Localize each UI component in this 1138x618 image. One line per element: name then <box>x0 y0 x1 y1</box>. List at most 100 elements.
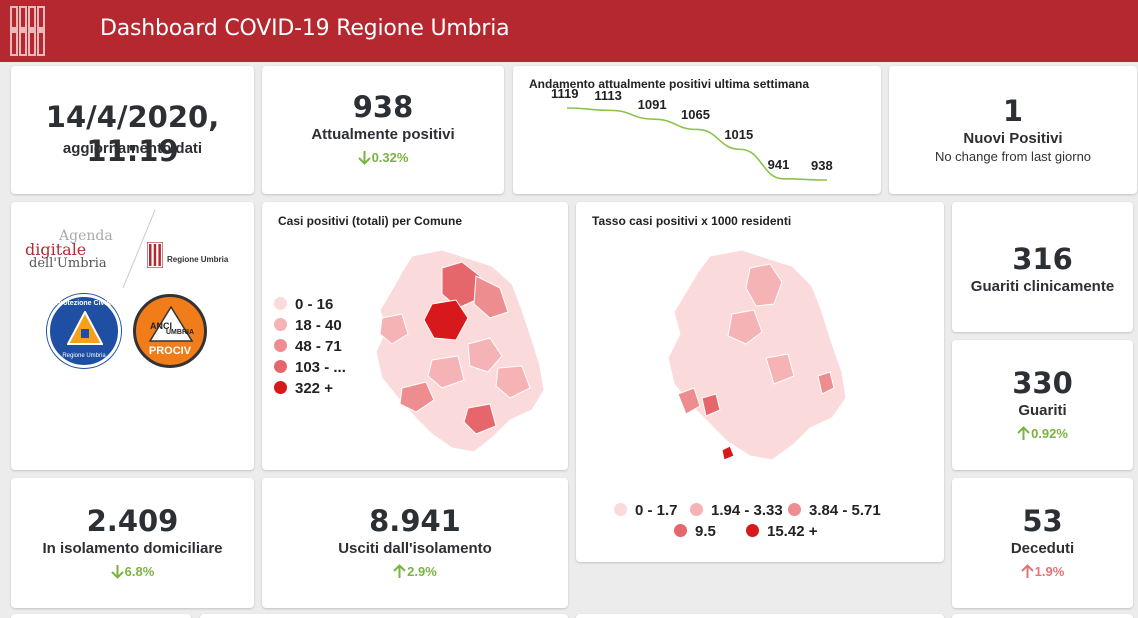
trend-data-label: 1113 <box>594 88 622 104</box>
legend-label: 0 - 1.7 <box>635 502 678 519</box>
legend-item: 3.84 - 5.71 <box>788 502 881 519</box>
umbria-map-tasso <box>667 249 847 461</box>
divider-line <box>122 210 156 289</box>
agenda-line3: dell'Umbria <box>29 256 107 271</box>
legend-dot <box>274 381 287 394</box>
umbria-map-comune <box>375 249 545 453</box>
trend-data-label: 941 <box>767 156 790 172</box>
bottom-card-3 <box>576 614 944 618</box>
usciti-value: 8.941 <box>369 504 461 538</box>
legend-dot <box>274 360 287 373</box>
guariti-clinicamente-card: 316 Guariti clinicamente <box>952 202 1133 332</box>
guariti-clinicamente-label: Guariti clinicamente <box>970 278 1115 295</box>
legend-dot <box>746 524 759 537</box>
top-header: Dashboard COVID-19 Regione Umbria <box>0 0 1138 62</box>
arrow-down-icon <box>110 565 124 579</box>
isolamento-card: 2.409 In isolamento domiciliare 6.8% <box>11 478 254 608</box>
isolamento-label: In isolamento domiciliare <box>42 540 223 557</box>
anci-line2: UMBRIA <box>166 329 194 336</box>
legend-item: 0 - 1.7 <box>614 502 678 519</box>
anci-line3: PROCIV <box>148 345 192 357</box>
nuovi-positivi-note: No change from last giorno <box>934 149 1092 164</box>
map-comune-title: Casi positivi (totali) per Comune <box>278 214 463 228</box>
bottom-card-1 <box>11 614 191 618</box>
anci-prociv-logo: ANCI UMBRIA PROCIV <box>133 294 207 368</box>
arrow-down-icon <box>357 151 371 165</box>
legend-label: 0 - 16 <box>295 296 334 313</box>
legend-item: 0 - 16 <box>274 296 333 313</box>
logos-card: Agenda digitale dell'Umbria Regione Umbr… <box>11 202 254 470</box>
legend-dot <box>690 503 703 516</box>
trend-data-label: 938 <box>811 158 833 173</box>
agenda-line1: Agenda <box>59 228 113 244</box>
trend-title: Andamento attualmente positivi ultima se… <box>529 77 810 91</box>
isolamento-value: 2.409 <box>86 504 179 538</box>
deceduti-delta: 1.9% <box>952 564 1133 579</box>
guariti-delta: 0.92% <box>952 426 1133 441</box>
anci-line1: ANCI <box>150 321 172 331</box>
isolamento-delta: 6.8% <box>11 564 254 579</box>
guariti-card: 330 Guariti 0.92% <box>952 340 1133 470</box>
legend-label: 15.42 + <box>767 523 818 540</box>
legend-label: 322 + <box>295 380 333 397</box>
legend-item: 15.42 + <box>746 523 817 540</box>
attualmente-positivi-delta-text: 0.32% <box>371 150 409 165</box>
legend-label: 1.94 - 3.33 <box>711 502 783 519</box>
legend-dot <box>274 339 287 352</box>
regione-umbria-label: Regione Umbria <box>167 255 229 264</box>
guariti-value: 330 <box>1012 366 1073 400</box>
usciti-delta-text: 2.9% <box>407 564 437 579</box>
legend-item: 9.5 <box>674 523 716 540</box>
protezione-civile-label: Protezione Civile <box>55 300 113 307</box>
legend-dot <box>788 503 801 516</box>
update-datetime: 14/4/2020, 11:19 <box>45 100 220 168</box>
legend-dot <box>614 503 627 516</box>
legend-label: 3.84 - 5.71 <box>809 502 881 519</box>
legend-label: 18 - 40 <box>295 317 342 334</box>
protezione-civile-sub: Regione Umbria <box>62 353 106 359</box>
legend-item: 322 + <box>274 380 333 397</box>
arrow-up-icon <box>393 564 406 578</box>
guariti-delta-text: 0.92% <box>1031 426 1068 441</box>
update-card: 14/4/2020, 11:19 aggiornamento dati <box>11 66 254 194</box>
arrow-up-icon <box>1020 564 1034 578</box>
nuovi-positivi-label: Nuovi Positivi <box>963 130 1063 147</box>
trend-data-label: 1015 <box>724 127 754 143</box>
anci-mountain-icon <box>148 305 194 342</box>
bottom-card-4 <box>952 614 1133 618</box>
trend-data-label: 1119 <box>551 86 579 101</box>
usciti-delta: 2.9% <box>262 564 568 579</box>
trend-card: Andamento attualmente positivi ultima se… <box>513 66 881 194</box>
nuovi-positivi-value: 1 <box>1002 94 1024 128</box>
legend-label: 9.5 <box>695 523 716 540</box>
deceduti-label: Deceduti <box>1010 540 1075 557</box>
map-comune-card: Casi positivi (totali) per Comune 0 - 16… <box>262 202 568 470</box>
update-label: aggiornamento dati <box>62 140 203 157</box>
bottom-card-2 <box>200 614 568 618</box>
map-tasso-title: Tasso casi positivi x 1000 residenti <box>592 214 792 228</box>
trend-line-chart <box>566 107 828 181</box>
deceduti-delta-text: 1.9% <box>1034 564 1065 579</box>
legend-dot <box>674 524 687 537</box>
legend-label: 103 - ... <box>295 359 346 376</box>
attualmente-positivi-card: 938 Attualmente positivi 0.32% <box>262 66 504 194</box>
nuovi-positivi-card: 1 Nuovi Positivi No change from last gio… <box>889 66 1137 194</box>
deceduti-card: 53 Deceduti 1.9% <box>952 478 1133 608</box>
agenda-line2: digitale <box>25 240 87 259</box>
usciti-label: Usciti dall'isolamento <box>338 540 492 557</box>
legend-item: 1.94 - 3.33 <box>690 502 783 519</box>
guariti-label: Guariti <box>1018 402 1067 419</box>
legend-dot <box>274 297 287 310</box>
page-title: Dashboard COVID-19 Regione Umbria <box>100 16 510 41</box>
guariti-clinicamente-value: 316 <box>1012 242 1073 276</box>
legend-dot <box>274 318 287 331</box>
protezione-civile-icon <box>67 311 103 345</box>
legend-item: 103 - ... <box>274 359 346 376</box>
usciti-card: 8.941 Usciti dall'isolamento 2.9% <box>262 478 568 608</box>
map-tasso-card: Tasso casi positivi x 1000 residenti 0 -… <box>576 202 944 562</box>
regione-umbria-icon <box>147 242 163 268</box>
trend-series-line <box>566 107 828 181</box>
deceduti-value: 53 <box>1022 504 1063 538</box>
isolamento-delta-text: 6.8% <box>124 564 155 579</box>
legend-item: 18 - 40 <box>274 317 342 334</box>
